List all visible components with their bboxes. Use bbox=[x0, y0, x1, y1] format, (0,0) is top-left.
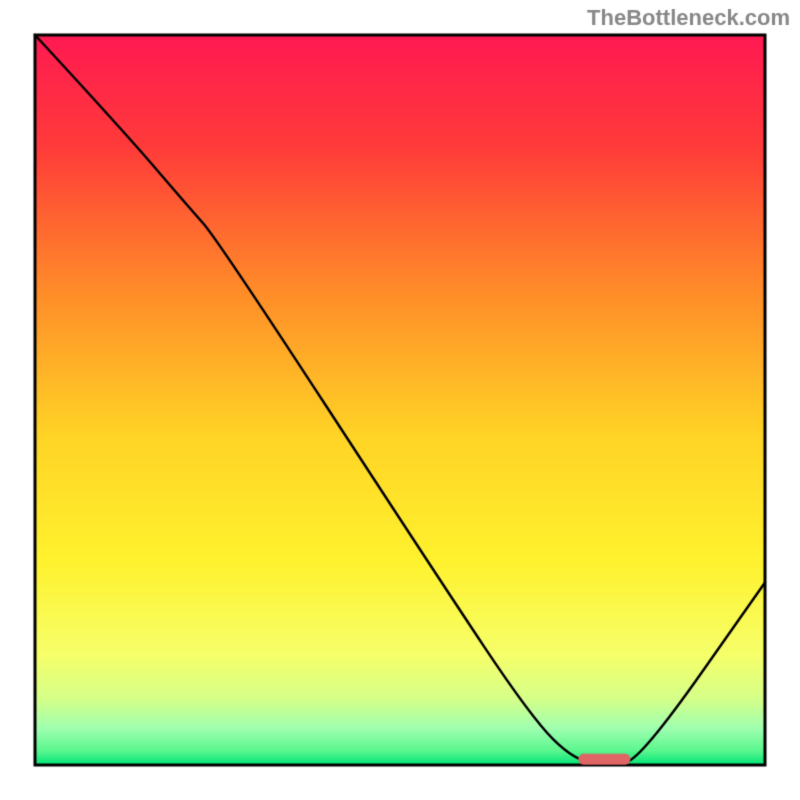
bottleneck-chart bbox=[0, 0, 800, 800]
